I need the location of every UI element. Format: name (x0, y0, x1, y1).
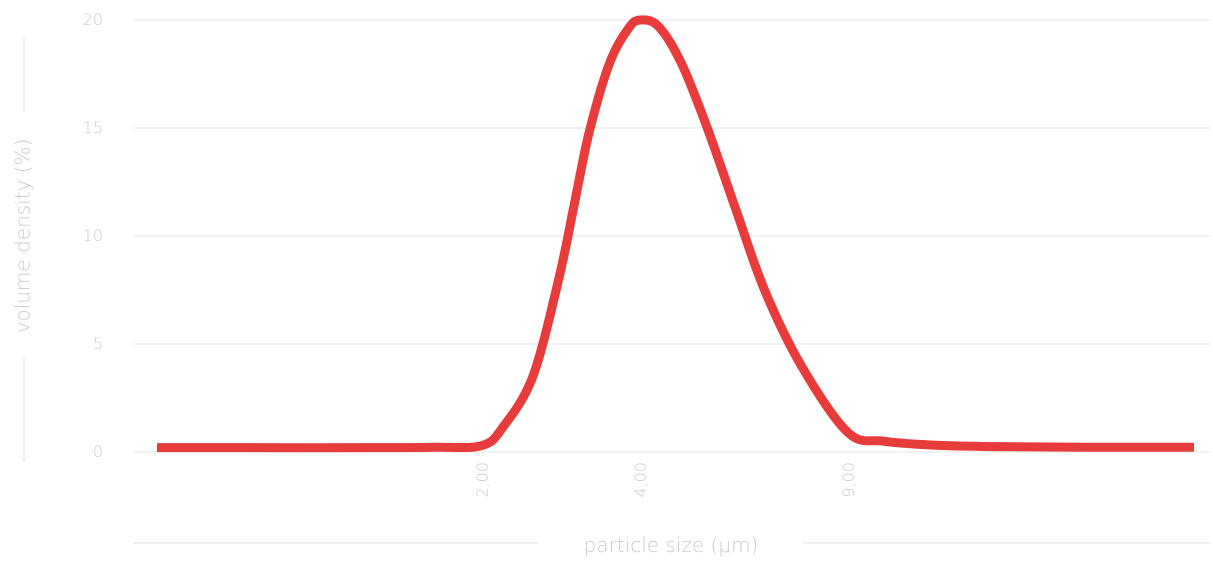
y-axis-title: volume density (%) (11, 139, 35, 334)
y-tick-label: 10 (83, 226, 103, 245)
series-layer (156, 15, 1195, 453)
x-tick-label: 2,00 (473, 462, 492, 498)
series-line-0 (156, 15, 1195, 453)
y-tick-label: 20 (83, 10, 103, 29)
x-tick-label: 9,00 (839, 462, 858, 498)
x-axis-title-group: particle size (μm) (133, 533, 1210, 557)
y-tick-label: 5 (93, 334, 103, 353)
y-axis-title-group: volume density (%) (11, 37, 35, 462)
y-tick-label: 15 (83, 118, 103, 137)
gridlines (133, 19, 1210, 453)
y-axis-ticks: 0 5 10 15 20 (83, 10, 103, 461)
x-tick-label: 4,00 (631, 462, 650, 498)
x-axis-ticks: 2,00 4,00 9,00 (473, 462, 858, 498)
y-tick-label: 0 (93, 442, 103, 461)
x-axis-title: particle size (μm) (584, 533, 759, 557)
